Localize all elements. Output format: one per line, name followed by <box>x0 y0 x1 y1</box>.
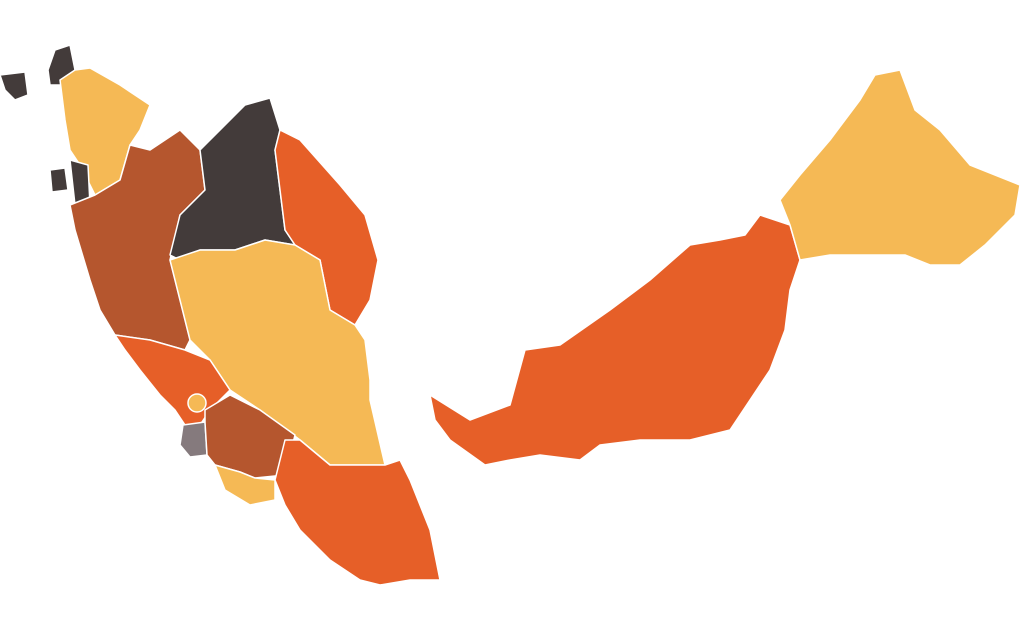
region-johor <box>274 439 441 586</box>
region-sarawak <box>429 214 801 466</box>
region-melaka <box>214 464 276 506</box>
region-langkawi <box>0 71 29 101</box>
region-sabah <box>779 69 1021 266</box>
region-kuala-lumpur <box>187 393 207 413</box>
region-gray-district <box>179 421 208 458</box>
region-penang-island <box>49 167 69 193</box>
